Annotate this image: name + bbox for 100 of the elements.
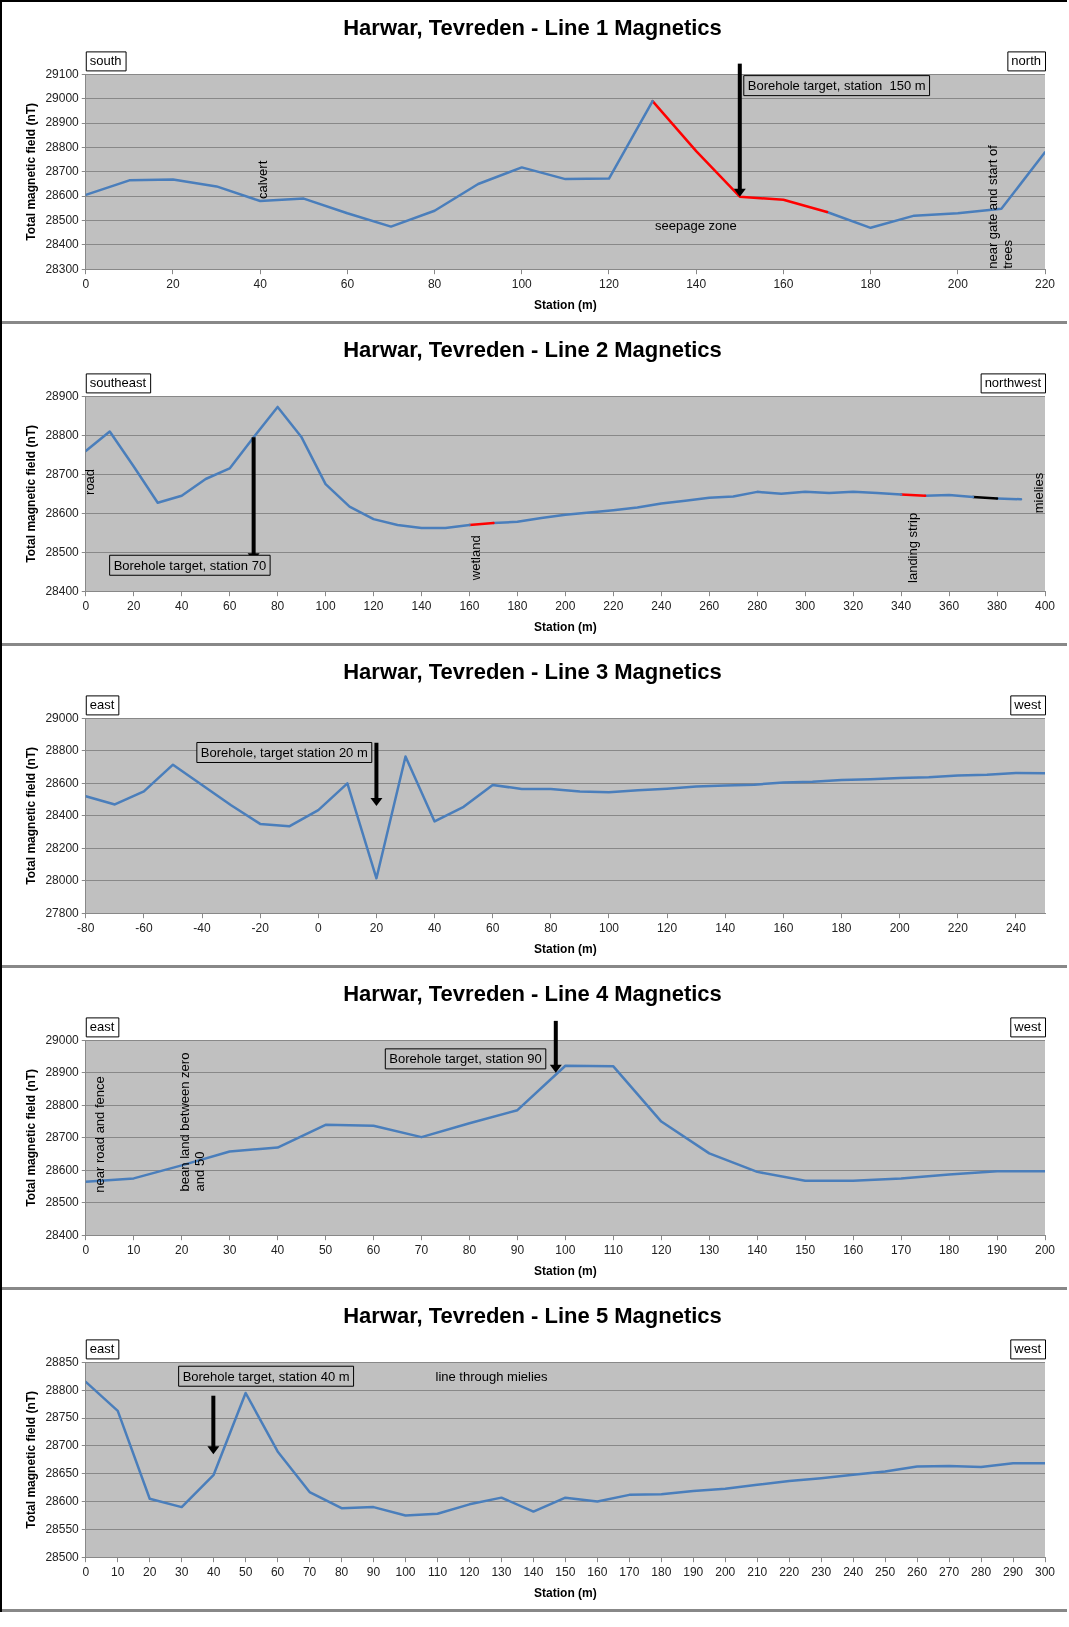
- y-tick-label: 28700: [45, 164, 80, 179]
- x-tick-label: -60: [135, 920, 153, 935]
- x-tick-label: 20: [127, 598, 141, 613]
- y-tick-label: 28800: [45, 1382, 80, 1397]
- text: east: [89, 1019, 115, 1035]
- x-tick-label: 190: [987, 1242, 1008, 1257]
- x-tick-label: 380: [987, 598, 1008, 613]
- x-tick-label: 180: [939, 1242, 960, 1257]
- x-tick-label: 20: [369, 920, 384, 935]
- y-tick-label: 28650: [45, 1466, 80, 1481]
- x-tick-label: 340: [891, 598, 912, 613]
- text: northwest: [984, 375, 1042, 391]
- x-tick-label: 20: [143, 1564, 157, 1579]
- annotation: near road and fence: [91, 1076, 107, 1193]
- text: east: [89, 697, 115, 713]
- x-axis-title: Station (m): [534, 942, 597, 957]
- x-tick-label: 320: [843, 598, 864, 613]
- text: north: [1011, 53, 1042, 69]
- annotation: Borehole target, station 70: [113, 557, 267, 573]
- x-tick-label: 60: [222, 598, 237, 613]
- text: east: [89, 1341, 115, 1357]
- x-tick-label: 160: [843, 1242, 864, 1257]
- y-tick-label: 28600: [45, 775, 80, 790]
- x-tick-label: 130: [699, 1242, 720, 1257]
- x-tick-label: 90: [366, 1564, 381, 1579]
- x-tick-label: 360: [939, 598, 960, 613]
- y-axis-title: Total magnetic field (nT): [23, 1390, 38, 1529]
- y-axis-title: Total magnetic field (nT): [23, 746, 38, 885]
- x-tick-label: 100: [315, 598, 336, 613]
- x-tick-label: 140: [715, 920, 736, 935]
- annotation: bean land between zero and 50: [177, 1052, 208, 1192]
- x-tick-label: 50: [318, 1242, 333, 1257]
- y-tick-label: 28200: [45, 840, 80, 855]
- text: west: [1013, 1019, 1042, 1035]
- x-tick-label: 150: [555, 1564, 576, 1579]
- x-tick-label: 100: [511, 276, 533, 291]
- x-tick-label: 200: [555, 598, 576, 613]
- x-tick-label: 180: [860, 276, 881, 291]
- x-tick-label: 20: [175, 1242, 189, 1257]
- y-axis-title: Total magnetic field (nT): [23, 1068, 38, 1207]
- x-tick-label: 100: [395, 1564, 416, 1579]
- y-tick-label: 28500: [45, 1195, 80, 1210]
- annotation: landing strip: [904, 512, 920, 583]
- text: west: [1013, 1341, 1042, 1357]
- x-tick-label: 180: [507, 598, 528, 613]
- x-axis-title: Station (m): [534, 620, 597, 635]
- x-tick-label: 160: [459, 598, 480, 613]
- x-tick-label: 80: [544, 920, 558, 935]
- x-tick-label: 80: [334, 1564, 349, 1579]
- x-tick-label: 220: [779, 1564, 800, 1579]
- x-tick-label: 40: [427, 920, 442, 935]
- x-tick-label: 40: [270, 1242, 285, 1257]
- x-axis-title: Station (m): [534, 1264, 597, 1279]
- x-tick-label: 60: [270, 1564, 285, 1579]
- x-tick-label: 30: [222, 1242, 237, 1257]
- x-tick-label: 270: [939, 1564, 960, 1579]
- chart-title: Harwar, Tevreden - Line 4 Magnetics: [343, 981, 722, 1007]
- x-tick-label: 220: [603, 598, 624, 613]
- y-tick-label: 28800: [45, 1097, 80, 1112]
- x-tick-label: 50: [238, 1564, 253, 1579]
- x-tick-label: -80: [77, 920, 95, 935]
- y-tick-label: 28800: [45, 743, 80, 758]
- x-tick-label: 180: [651, 1564, 672, 1579]
- y-tick-label: 28500: [45, 1549, 80, 1564]
- annotation: line through mielies: [435, 1368, 549, 1384]
- y-tick-label: 28000: [45, 873, 80, 888]
- y-tick-label: 28400: [45, 808, 80, 823]
- x-tick-label: 400: [1034, 598, 1056, 613]
- y-tick-label: 28600: [45, 188, 80, 203]
- y-tick-label: 28600: [45, 1162, 80, 1177]
- x-tick-label: 160: [773, 920, 794, 935]
- annotation: Borehole, target station 20 m: [200, 745, 368, 761]
- x-tick-label: 260: [699, 598, 720, 613]
- x-tick-label: 160: [587, 1564, 608, 1579]
- x-tick-label: 220: [1034, 276, 1056, 291]
- x-tick-label: 250: [875, 1564, 896, 1579]
- y-tick-label: 28400: [45, 1227, 80, 1242]
- x-tick-label: 190: [683, 1564, 704, 1579]
- x-tick-label: 180: [831, 920, 852, 935]
- x-axis-title: Station (m): [534, 298, 597, 313]
- annotation: wetland: [468, 535, 484, 582]
- x-tick-label: 200: [715, 1564, 736, 1579]
- y-tick-label: 29000: [45, 1032, 80, 1047]
- x-tick-label: 220: [947, 920, 969, 935]
- x-tick-label: 110: [603, 1242, 624, 1257]
- x-tick-label: -40: [193, 920, 212, 935]
- x-tick-label: 20: [166, 276, 180, 291]
- x-tick-label: -20: [251, 920, 270, 935]
- y-tick-label: 28400: [45, 583, 80, 598]
- x-tick-label: 0: [82, 598, 90, 613]
- x-tick-label: 120: [651, 1242, 672, 1257]
- x-tick-label: 120: [363, 598, 384, 613]
- x-tick-label: 100: [555, 1242, 576, 1257]
- x-tick-label: 140: [411, 598, 432, 613]
- y-tick-label: 28700: [45, 466, 80, 481]
- x-tick-label: 140: [686, 276, 707, 291]
- x-tick-label: 0: [82, 276, 90, 291]
- annotation: road: [82, 468, 98, 495]
- x-tick-label: 130: [491, 1564, 512, 1579]
- y-tick-label: 27800: [45, 905, 80, 920]
